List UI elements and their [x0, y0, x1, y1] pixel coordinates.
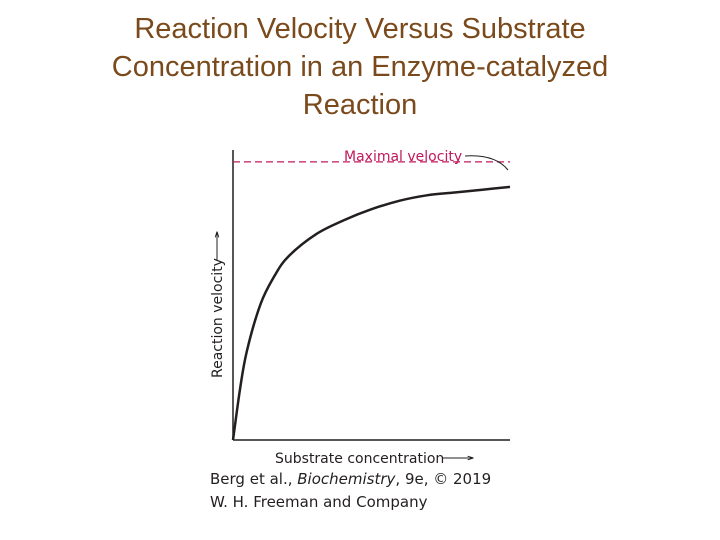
title-line-1: Reaction Velocity Versus Substrate — [134, 13, 586, 45]
title-line-3: Reaction — [302, 89, 418, 121]
x-axis-label: Substrate concentration — [275, 451, 444, 467]
michaelis-menten-curve — [231, 185, 511, 441]
vmax-leader — [464, 155, 509, 171]
citation-line-1: Berg et al., Biochemistry, 9e, © 2019 — [210, 470, 492, 488]
title-line-2: Concentration in an Enzyme-catalyzed — [111, 51, 609, 83]
citation: Berg et al., Biochemistry, 9e, © 2019 W.… — [210, 468, 491, 514]
y-axis-label: Reaction velocity — [210, 258, 226, 378]
slide-title: Reaction Velocity Versus Substrate Conce… — [0, 10, 720, 124]
velocity-chart: Maximal velocity Substrate concentration… — [210, 149, 511, 467]
book-title: Biochemistry — [297, 470, 396, 488]
citation-line-2: W. H. Freeman and Company — [210, 493, 428, 511]
vmax-label: Maximal velocity — [344, 149, 462, 165]
